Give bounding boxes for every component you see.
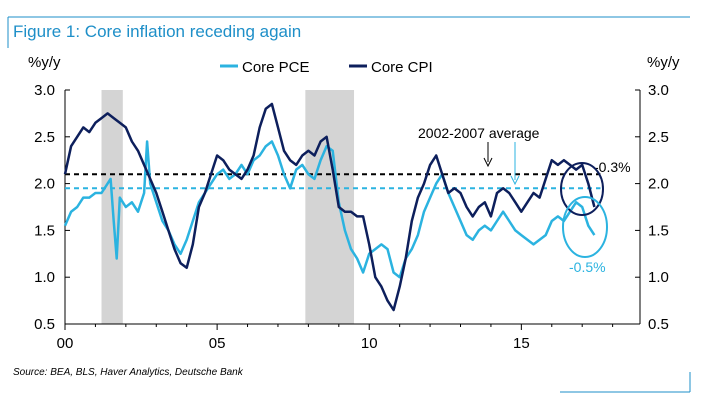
pce-highlight-circle xyxy=(562,196,608,258)
series-line-core-pce xyxy=(63,140,596,279)
cpi-change-annotation: -0.3% xyxy=(594,159,631,175)
cpi-highlight-circle xyxy=(560,162,604,216)
legend-label-core-pce: Core PCE xyxy=(242,59,310,76)
x-tick-label: 00 xyxy=(57,335,74,352)
source-note: Source: BEA, BLS, Haver Analytics, Deuts… xyxy=(13,367,244,378)
annotations: 2002-2007 average -0.3% -0.5% xyxy=(418,125,631,275)
y-tick-label-left: 2.5 xyxy=(34,129,55,146)
y-tick-label-left: 3.0 xyxy=(34,82,55,99)
y-tick-label-left: 1.5 xyxy=(34,222,55,239)
y-tick-label-left: 2.0 xyxy=(34,176,55,193)
average-pointer-cpi-head xyxy=(483,157,493,168)
recession-band-2 xyxy=(305,90,355,324)
y-tick-label-right: 1.0 xyxy=(648,269,669,286)
average-pointer-pce-head xyxy=(510,175,520,186)
series-lines xyxy=(63,102,596,312)
axes: 0.5 0.5 1.0 1.0 1.5 1.5 2.0 2.0 2.5 2.5 3.0 3.0 00 05… xyxy=(34,82,669,352)
y-tick-label-left: 1.0 xyxy=(34,269,55,286)
y-tick-label-right: 2.5 xyxy=(648,129,669,146)
y-tick-label-right: 1.5 xyxy=(648,222,669,239)
legend-label-core-cpi: Core CPI xyxy=(371,59,433,76)
average-annotation: 2002-2007 average xyxy=(418,125,540,141)
y-axis-label-left: %y/y xyxy=(28,54,61,71)
y-tick-label-right: 2.0 xyxy=(648,176,669,193)
y-tick-label-right: 3.0 xyxy=(648,82,669,99)
legend: Core PCE Core CPI xyxy=(220,59,433,76)
y-axis-label-right: %y/y xyxy=(647,54,680,71)
y-tick-label-left: 0.5 xyxy=(34,316,55,333)
pce-change-annotation: -0.5% xyxy=(569,259,606,275)
x-tick-label: 15 xyxy=(513,335,530,352)
y-tick-label-right: 0.5 xyxy=(648,316,669,333)
chart-title: Figure 1: Core inflation receding again xyxy=(13,22,301,41)
x-tick-label: 10 xyxy=(361,335,378,352)
series-line-core-cpi xyxy=(63,102,596,312)
reference-lines xyxy=(65,142,601,190)
x-tick-label: 05 xyxy=(209,335,226,352)
